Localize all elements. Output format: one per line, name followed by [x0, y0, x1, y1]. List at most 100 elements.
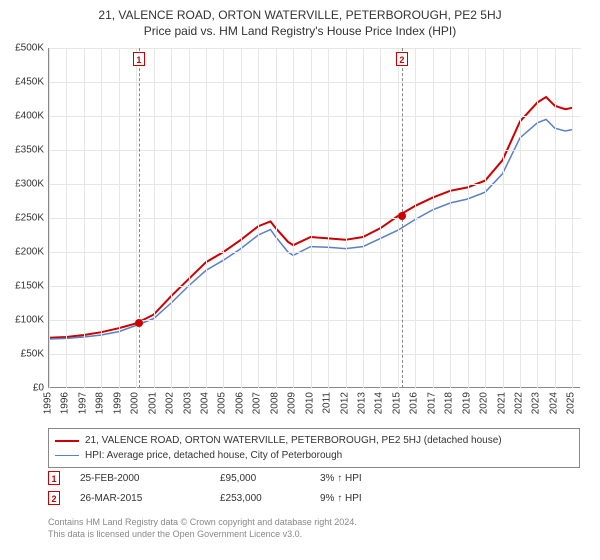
- datapoint-row: 226-MAR-2015£253,0009% ↑ HPI: [48, 488, 580, 508]
- y-tick-label: £200K: [0, 247, 44, 258]
- title-address: 21, VALENCE ROAD, ORTON WATERVILLE, PETE…: [10, 8, 590, 22]
- x-tick-label: 2012: [339, 392, 350, 414]
- footer-line1: Contains HM Land Registry data © Crown c…: [48, 516, 580, 528]
- x-tick-label: 2000: [130, 392, 141, 414]
- gridline-h: [49, 116, 581, 117]
- x-tick-label: 1998: [95, 392, 106, 414]
- x-tick-label: 2020: [479, 392, 490, 414]
- gridline-h: [49, 48, 581, 49]
- x-tick-label: 2018: [444, 392, 455, 414]
- plot-region: 12: [48, 48, 580, 388]
- y-tick-label: £150K: [0, 281, 44, 292]
- x-tick-label: 2011: [322, 392, 333, 414]
- legend-row: 21, VALENCE ROAD, ORTON WATERVILLE, PETE…: [55, 433, 573, 448]
- gridline-v: [346, 48, 347, 388]
- gridline-v: [450, 48, 451, 388]
- y-tick-label: £250K: [0, 213, 44, 224]
- legend-swatch: [55, 455, 79, 456]
- gridline-v: [328, 48, 329, 388]
- gridline-v: [311, 48, 312, 388]
- y-tick-label: £300K: [0, 179, 44, 190]
- gridline-v: [66, 48, 67, 388]
- x-tick-label: 2017: [426, 392, 437, 414]
- y-tick-label: £500K: [0, 43, 44, 54]
- gridline-h: [49, 320, 581, 321]
- gridline-v: [380, 48, 381, 388]
- gridline-h: [49, 150, 581, 151]
- gridline-v: [433, 48, 434, 388]
- gridline-v: [293, 48, 294, 388]
- x-tick-label: 2001: [147, 392, 158, 414]
- gridline-v: [276, 48, 277, 388]
- y-tick-label: £350K: [0, 145, 44, 156]
- x-tick-label: 2025: [566, 392, 577, 414]
- datapoint-delta: 3% ↑ HPI: [320, 473, 362, 484]
- x-tick-label: 2005: [217, 392, 228, 414]
- gridline-v: [171, 48, 172, 388]
- footer-attribution: Contains HM Land Registry data © Crown c…: [48, 516, 580, 540]
- x-tick-label: 2004: [199, 392, 210, 414]
- x-tick-label: 1999: [112, 392, 123, 414]
- gridline-v: [206, 48, 207, 388]
- x-tick-label: 2002: [165, 392, 176, 414]
- x-tick-label: 2016: [409, 392, 420, 414]
- y-tick-label: £450K: [0, 77, 44, 88]
- gridline-v: [572, 48, 573, 388]
- x-tick-label: 1995: [43, 392, 54, 414]
- x-tick-label: 2007: [252, 392, 263, 414]
- gridline-v: [136, 48, 137, 388]
- gridline-v: [537, 48, 538, 388]
- gridline-v: [258, 48, 259, 388]
- x-tick-label: 2013: [356, 392, 367, 414]
- y-tick-label: £0: [0, 383, 44, 394]
- legend-swatch: [55, 440, 79, 442]
- gridline-v: [49, 48, 50, 388]
- gridline-h: [49, 354, 581, 355]
- y-tick-label: £100K: [0, 315, 44, 326]
- y-tick-label: £400K: [0, 111, 44, 122]
- x-tick-label: 1996: [60, 392, 71, 414]
- x-tick-label: 2008: [269, 392, 280, 414]
- gridline-h: [49, 218, 581, 219]
- datapoint-row: 125-FEB-2000£95,0003% ↑ HPI: [48, 468, 580, 488]
- x-tick-label: 2022: [513, 392, 524, 414]
- footer-line2: This data is licensed under the Open Gov…: [48, 528, 580, 540]
- x-tick-label: 2015: [391, 392, 402, 414]
- legend-box: 21, VALENCE ROAD, ORTON WATERVILLE, PETE…: [48, 428, 580, 468]
- x-tick-label: 2003: [182, 392, 193, 414]
- gridline-v: [154, 48, 155, 388]
- gridline-v: [223, 48, 224, 388]
- event-dot: [398, 212, 406, 220]
- gridline-v: [119, 48, 120, 388]
- x-tick-label: 2006: [234, 392, 245, 414]
- chart-container: 21, VALENCE ROAD, ORTON WATERVILLE, PETE…: [0, 0, 600, 560]
- legend-label: HPI: Average price, detached house, City…: [85, 448, 342, 463]
- gridline-v: [503, 48, 504, 388]
- gridline-v: [189, 48, 190, 388]
- gridline-h: [49, 252, 581, 253]
- datapoint-date: 26-MAR-2015: [80, 493, 200, 504]
- datapoint-table: 125-FEB-2000£95,0003% ↑ HPI226-MAR-2015£…: [48, 468, 580, 508]
- event-marker: 2: [396, 52, 408, 66]
- legend-row: HPI: Average price, detached house, City…: [55, 448, 573, 463]
- x-tick-label: 2010: [304, 392, 315, 414]
- x-tick-label: 2024: [548, 392, 559, 414]
- datapoint-marker: 2: [48, 491, 60, 505]
- datapoint-price: £95,000: [220, 473, 300, 484]
- datapoint-date: 25-FEB-2000: [80, 473, 200, 484]
- gridline-v: [363, 48, 364, 388]
- gridline-v: [555, 48, 556, 388]
- x-tick-label: 2014: [374, 392, 385, 414]
- event-marker: 1: [133, 52, 145, 66]
- gridline-v: [84, 48, 85, 388]
- gridline-h: [49, 286, 581, 287]
- event-dot: [135, 319, 143, 327]
- title-subtitle: Price paid vs. HM Land Registry's House …: [10, 24, 590, 38]
- x-tick-label: 2009: [287, 392, 298, 414]
- title-block: 21, VALENCE ROAD, ORTON WATERVILLE, PETE…: [0, 0, 600, 42]
- chart-area: 12 1995199619971998199920002001200220032…: [48, 48, 580, 388]
- gridline-v: [520, 48, 521, 388]
- gridline-v: [241, 48, 242, 388]
- gridline-v: [101, 48, 102, 388]
- x-tick-label: 2021: [496, 392, 507, 414]
